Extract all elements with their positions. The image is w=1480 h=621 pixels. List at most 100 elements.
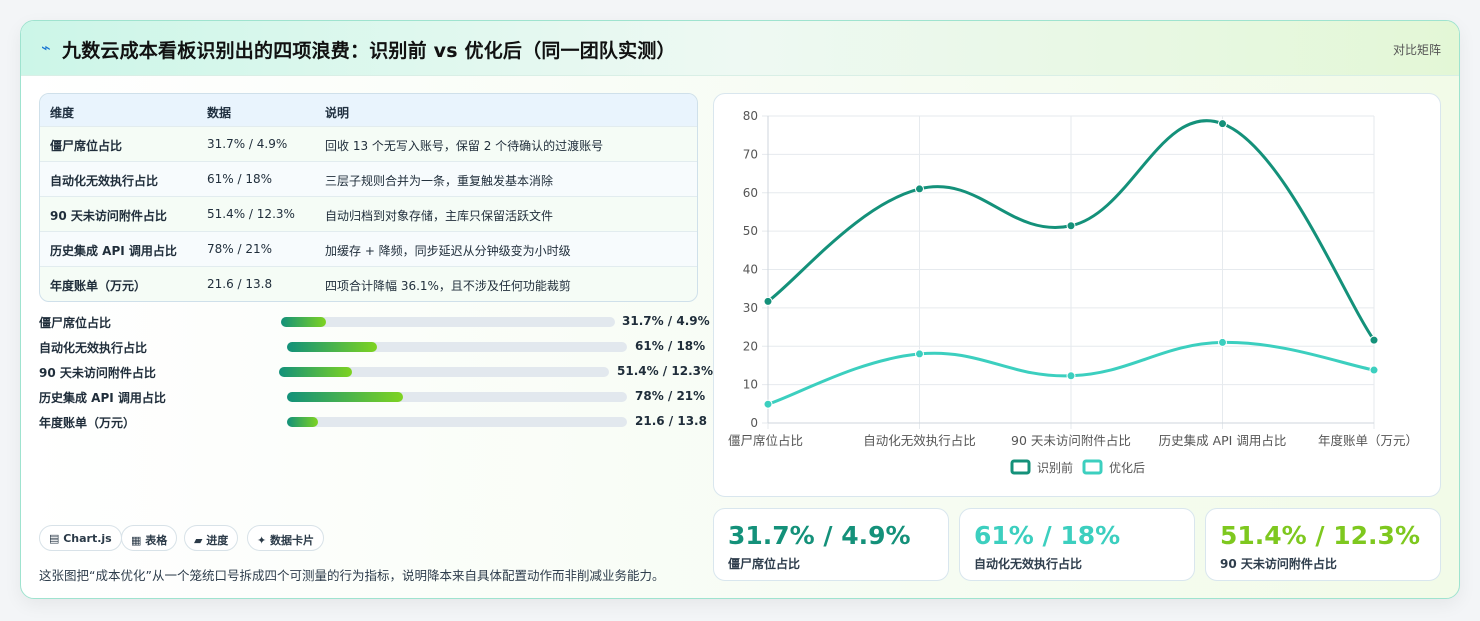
line-chart-panel: 0 10 20 30 40 50 60 70 80 僵尸席位占比 自动化无效执行占比 90 天未访问附… — [713, 93, 1441, 497]
y-tick-label: 20 — [743, 339, 758, 353]
row-dimension: 90 天未访问附件占比 — [50, 209, 167, 223]
progress-track — [287, 392, 627, 402]
progress-row: 僵尸席位占比 31.7% / 4.9% — [39, 312, 710, 332]
kpi-label: 自动化无效执行占比 — [974, 557, 1083, 571]
x-tick-label: 年度账单（万元） — [1318, 433, 1418, 448]
series-line-before — [767, 119, 1376, 341]
progress-value: 61% / 18% — [635, 339, 706, 353]
table-row: 僵尸席位占比 31.7% / 4.9% 回收 13 个无写入账号，保留 2 个待… — [40, 127, 697, 162]
data-point — [1218, 119, 1227, 129]
legend-label: 优化后 — [1109, 461, 1145, 475]
data-point — [763, 399, 773, 409]
row-dimension: 历史集成 API 调用占比 — [50, 244, 177, 258]
sparkle-icon: ⌁ — [41, 38, 51, 57]
legend-label: 识别前 — [1037, 460, 1073, 475]
data-point — [1369, 365, 1379, 375]
table-row: 90 天未访问附件占比 51.4% / 12.3% 自动归档到对象存储，主库只保… — [40, 197, 697, 232]
row-description: 三层子规则合并为一条，重复触发基本消除 — [325, 174, 554, 188]
y-tick-label: 40 — [743, 263, 758, 277]
progress-value: 21.6 / 13.8 — [635, 414, 707, 428]
table-row: 历史集成 API 调用占比 78% / 21% 加缓存 + 降频，同步延迟从分钟… — [40, 232, 697, 267]
data-point — [915, 184, 924, 194]
y-tick-label: 30 — [743, 301, 758, 315]
x-tick-label: 90 天未访问附件占比 — [1011, 433, 1131, 448]
chip-chartjs[interactable]: ▤ Chart.js — [39, 525, 122, 551]
chip-data-cards[interactable]: ✦ 数据卡片 — [247, 525, 325, 551]
progress-track — [287, 342, 627, 352]
kpi-value: 31.7% / 4.9% — [728, 521, 911, 550]
progress-fill — [279, 367, 352, 377]
table-row: 年度账单（万元） 21.6 / 13.8 四项合计降幅 36.1%，且不涉及任何… — [40, 267, 697, 301]
progress-value: 78% / 21% — [635, 389, 706, 403]
row-dimension: 自动化无效执行占比 — [50, 174, 159, 188]
kpi-card: 31.7% / 4.9% 僵尸席位占比 — [713, 508, 949, 581]
y-tick-label: 0 — [750, 416, 758, 430]
row-data: 78% / 21% — [207, 242, 273, 256]
x-tick-label: 僵尸席位占比 — [728, 433, 803, 448]
progress-fill — [287, 392, 403, 402]
kpi-card: 51.4% / 12.3% 90 天未访问附件占比 — [1205, 508, 1441, 581]
progress-value: 31.7% / 4.9% — [622, 314, 710, 328]
progress-track — [279, 367, 609, 377]
kpi-label: 僵尸席位占比 — [728, 557, 801, 571]
row-dimension: 年度账单（万元） — [50, 279, 147, 293]
y-tick-label: 60 — [743, 186, 758, 200]
y-tick-label: 10 — [743, 378, 758, 392]
progress-track — [281, 317, 615, 327]
kpi-card: 61% / 18% 自动化无效执行占比 — [959, 508, 1195, 581]
data-point — [1369, 335, 1379, 345]
column-header-dimension: 维度 — [50, 106, 75, 120]
data-point — [1066, 371, 1076, 381]
row-description: 加缓存 + 降频，同步延迟从分钟级变为小时级 — [325, 244, 571, 258]
line-chart: 0 10 20 30 40 50 60 70 80 僵尸席位占比 自动化无效执行占比 90 天未访问附… — [728, 109, 1418, 475]
row-description: 四项合计降幅 36.1%，且不涉及任何功能裁剪 — [325, 279, 571, 293]
row-data: 31.7% / 4.9% — [207, 137, 288, 151]
data-table: 维度 数据 说明 僵尸席位占比 31.7% / 4.9% 回收 13 个无写入账… — [39, 93, 698, 302]
row-dimension: 僵尸席位占比 — [50, 139, 123, 153]
x-tick-label: 历史集成 API 调用占比 — [1159, 433, 1287, 448]
chip-table[interactable]: ▦ 表格 — [121, 525, 178, 551]
progress-row: 年度账单（万元） 21.6 / 13.8 — [39, 412, 707, 432]
y-tick-label: 50 — [743, 224, 758, 238]
kpi-label: 90 天未访问附件占比 — [1220, 557, 1337, 571]
row-data: 51.4% / 12.3% — [207, 207, 295, 221]
progress-label: 历史集成 API 调用占比 — [39, 391, 166, 405]
summary-note: 这张图把“成本优化”从一个笼统口号拆成四个可测量的行为指标，说明降本来自具体配置… — [39, 568, 665, 583]
kpi-value: 51.4% / 12.3% — [1220, 521, 1420, 550]
chip-progress[interactable]: ▰ 进度 — [184, 525, 239, 551]
data-point — [1066, 221, 1076, 231]
progress-row: 历史集成 API 调用占比 78% / 21% — [39, 387, 705, 407]
progress-label: 年度账单（万元） — [39, 416, 136, 430]
progress-fill — [281, 317, 327, 327]
row-description: 自动归档到对象存储，主库只保留活跃文件 — [325, 209, 554, 223]
table-row: 自动化无效执行占比 61% / 18% 三层子规则合并为一条，重复触发基本消除 — [40, 162, 697, 197]
page-title: 九数云成本看板识别出的四项浪费：识别前 vs 优化后（同一团队实测） — [62, 40, 676, 62]
progress-label: 自动化无效执行占比 — [39, 341, 148, 355]
progress-row: 90 天未访问附件占比 51.4% / 12.3% — [39, 362, 713, 382]
row-data: 21.6 / 13.8 — [207, 277, 273, 291]
progress-value: 51.4% / 12.3% — [617, 364, 713, 378]
progress-fill — [287, 417, 318, 427]
y-tick-label: 70 — [743, 147, 758, 161]
comparison-card: ⌁ 九数云成本看板识别出的四项浪费：识别前 vs 优化后（同一团队实测） 对比矩… — [20, 20, 1460, 599]
table-header-row: 维度 数据 说明 — [40, 94, 697, 127]
x-tick-label: 自动化无效执行占比 — [863, 433, 976, 448]
data-point — [1218, 337, 1227, 347]
progress-track — [287, 417, 627, 427]
progress-fill — [287, 342, 378, 352]
card-header: ⌁ 九数云成本看板识别出的四项浪费：识别前 vs 优化后（同一团队实测） 对比矩… — [21, 21, 1459, 76]
y-tick-label: 80 — [743, 109, 758, 123]
view-mode-label: 对比矩阵 — [1392, 43, 1441, 57]
progress-label: 僵尸席位占比 — [39, 316, 112, 330]
progress-row: 自动化无效执行占比 61% / 18% — [39, 337, 705, 357]
kpi-value: 61% / 18% — [974, 521, 1121, 550]
data-point — [763, 296, 773, 306]
row-description: 回收 13 个无写入账号，保留 2 个待确认的过渡账号 — [325, 139, 604, 153]
progress-label: 90 天未访问附件占比 — [39, 366, 156, 380]
column-header-description: 说明 — [325, 106, 350, 120]
data-point — [915, 349, 924, 359]
legend-swatch — [1082, 459, 1103, 475]
row-data: 61% / 18% — [207, 172, 273, 186]
legend-swatch — [1010, 459, 1031, 475]
column-header-data: 数据 — [207, 106, 232, 120]
